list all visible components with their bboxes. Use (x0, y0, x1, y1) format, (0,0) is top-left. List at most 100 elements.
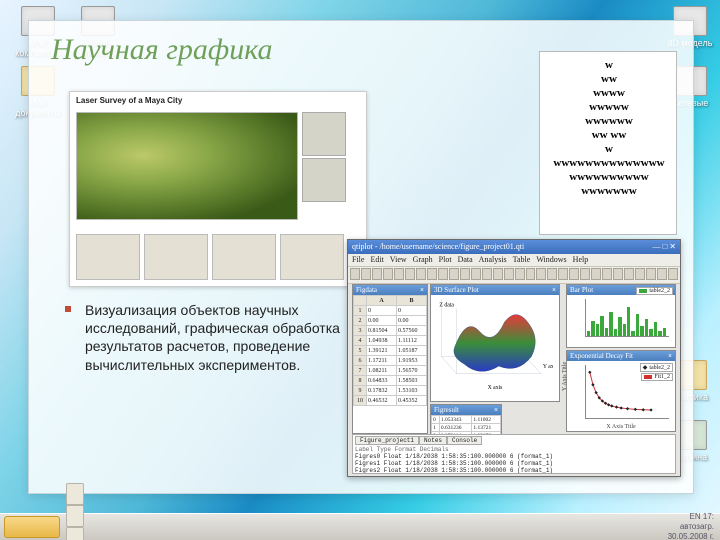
toolbar-button[interactable] (482, 268, 492, 280)
terrain-thumb (302, 158, 346, 202)
toolbar-button[interactable] (624, 268, 634, 280)
worksheet-pane[interactable]: Figdata × AB10020.000.0030.815040.5756041… (352, 284, 428, 434)
toolbar-button[interactable] (558, 268, 568, 280)
bar (654, 322, 657, 336)
toolbar-button[interactable] (602, 268, 612, 280)
app-menubar[interactable]: File Edit View Graph Plot Data Analysis Table Wi… (348, 254, 680, 267)
log-panel[interactable]: Figure_project1 Notes Console Label Type… (352, 434, 676, 474)
toolbar-button[interactable] (646, 268, 656, 280)
w-pattern-line: wwwwww (546, 114, 672, 128)
w-pattern-line: wwww (546, 86, 672, 100)
decay-plot-pane[interactable]: Exponential Decay Fit× ◆table2_2 Fit1_2 … (566, 350, 676, 432)
menu-item[interactable]: Plot (439, 255, 452, 264)
log-tab-console[interactable]: Console (447, 436, 482, 445)
bar (663, 328, 666, 337)
taskbar-task[interactable] (66, 483, 84, 505)
desktop: Мой компьютерTotal CommanderМои документ… (0, 0, 720, 540)
menu-item[interactable]: Table (513, 255, 531, 264)
toolbar-button[interactable] (569, 268, 579, 280)
taskbar-task[interactable] (66, 505, 84, 527)
w-pattern-line: w (546, 58, 672, 72)
w-pattern-line: ww ww (546, 128, 672, 142)
toolbar-button[interactable] (361, 268, 371, 280)
menu-item[interactable]: Help (573, 255, 589, 264)
log-tab-notes[interactable]: Notes (419, 436, 447, 445)
log-line: Figres2 Float 1/18/2038 1:58:35:100.0000… (355, 467, 673, 474)
menu-item[interactable]: Data (458, 255, 473, 264)
surface-plot-pane[interactable]: 3D Surface Plot× (430, 284, 560, 402)
toolbar-button[interactable] (504, 268, 514, 280)
bar (596, 324, 599, 336)
toolbar-button[interactable] (515, 268, 525, 280)
toolbar-button[interactable] (394, 268, 404, 280)
toolbar-button[interactable] (350, 268, 360, 280)
taskbar[interactable]: EN 17:автозагр.30.05.2008 г. (0, 513, 720, 540)
toolbar-button[interactable] (372, 268, 382, 280)
w-pattern-line: ww (546, 72, 672, 86)
science-app-window[interactable]: qtiplot - /home/username/science/figure_… (347, 239, 681, 477)
toolbar-button[interactable] (657, 268, 667, 280)
bar (645, 319, 648, 336)
menu-item[interactable]: Windows (536, 255, 566, 264)
toolbar-button[interactable] (526, 268, 536, 280)
surface-plot-area: X axis Y axis Z data (437, 299, 553, 391)
bar-plot-pane[interactable]: Bar Plot× table2_2 (566, 284, 676, 348)
toolbar-button[interactable] (438, 268, 448, 280)
menu-item[interactable]: Graph (413, 255, 433, 264)
surface-plot-svg: X axis Y axis Z data (437, 299, 553, 391)
close-icon[interactable]: × (494, 405, 498, 415)
bar (640, 326, 643, 336)
toolbar-button[interactable] (471, 268, 481, 280)
taskbar-task[interactable] (66, 527, 84, 540)
bar (587, 331, 590, 336)
toolbar-button[interactable] (635, 268, 645, 280)
bar (627, 307, 630, 336)
bar-plot-area (585, 299, 669, 337)
terrain-title: Laser Survey of a Maya City (76, 96, 182, 105)
menu-item[interactable]: File (352, 255, 364, 264)
toolbar-button[interactable] (580, 268, 590, 280)
decay-xlabel: X Axis Title (567, 424, 675, 430)
toolbar-button[interactable] (383, 268, 393, 280)
app-titlebar[interactable]: qtiplot - /home/username/science/figure_… (348, 240, 680, 254)
worksheet-title: Figdata (356, 285, 377, 295)
worksheet-table[interactable]: AB10020.000.0030.815040.5756041.049381.1… (353, 295, 427, 406)
app-title-text: qtiplot - /home/username/science/figure_… (352, 240, 524, 254)
toolbar-button[interactable] (405, 268, 415, 280)
close-icon[interactable]: × (552, 285, 556, 295)
log-header: Label Type Format Decimals (355, 446, 673, 453)
toolbar-button[interactable] (493, 268, 503, 280)
slide-body-text: Визуализация объектов научных исследован… (85, 301, 345, 374)
toolbar-button[interactable] (668, 268, 678, 280)
w-pattern-line: wwwwwww (546, 184, 672, 198)
w-pattern-line: w (546, 142, 672, 156)
bar (631, 331, 634, 336)
start-button[interactable] (4, 516, 60, 538)
toolbar-button[interactable] (547, 268, 557, 280)
app-toolbar[interactable] (348, 267, 680, 284)
bar (614, 329, 617, 336)
window-controls[interactable]: — □ ✕ (652, 240, 676, 254)
toolbar-button[interactable] (427, 268, 437, 280)
menu-item[interactable]: View (390, 255, 407, 264)
terrain-3d-surface (76, 112, 298, 220)
bar-plot-legend: table2_2 (636, 287, 673, 295)
bar (649, 329, 652, 336)
terrain-strip-thumb (144, 234, 208, 280)
terrain-strip-thumb (280, 234, 344, 280)
close-icon[interactable]: × (420, 285, 424, 295)
system-tray[interactable]: EN 17:автозагр.30.05.2008 г. (662, 512, 720, 540)
menu-item[interactable]: Edit (370, 255, 383, 264)
menu-item[interactable]: Analysis (479, 255, 507, 264)
toolbar-button[interactable] (613, 268, 623, 280)
toolbar-button[interactable] (416, 268, 426, 280)
toolbar-button[interactable] (460, 268, 470, 280)
close-icon[interactable]: × (668, 351, 672, 361)
toolbar-button[interactable] (591, 268, 601, 280)
results-title: Figresult (434, 405, 459, 415)
decay-plot-area (585, 365, 669, 419)
bullet-marker (65, 306, 71, 312)
toolbar-button[interactable] (449, 268, 459, 280)
log-tab-project[interactable]: Figure_project1 (355, 436, 419, 445)
toolbar-button[interactable] (536, 268, 546, 280)
